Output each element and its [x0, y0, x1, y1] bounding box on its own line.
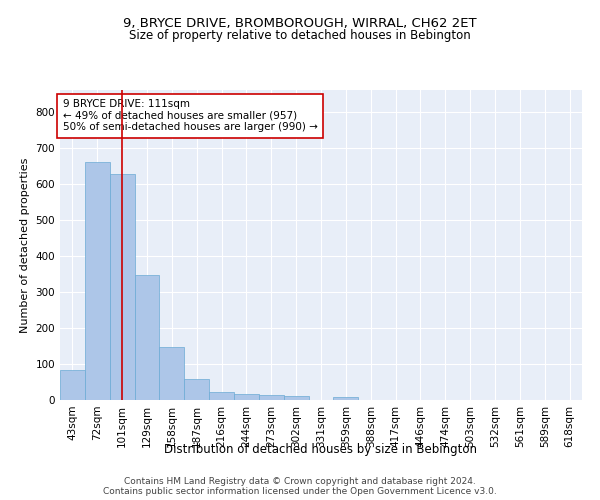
Bar — [234, 394, 259, 400]
Text: Contains HM Land Registry data © Crown copyright and database right 2024.: Contains HM Land Registry data © Crown c… — [124, 478, 476, 486]
Text: 9 BRYCE DRIVE: 111sqm
← 49% of detached houses are smaller (957)
50% of semi-det: 9 BRYCE DRIVE: 111sqm ← 49% of detached … — [62, 100, 317, 132]
Text: Size of property relative to detached houses in Bebington: Size of property relative to detached ho… — [129, 29, 471, 42]
Bar — [184, 380, 209, 400]
Text: Contains public sector information licensed under the Open Government Licence v3: Contains public sector information licen… — [103, 488, 497, 496]
Bar — [60, 370, 85, 400]
Bar — [284, 396, 308, 400]
Bar — [110, 174, 134, 400]
Bar — [259, 395, 284, 400]
Y-axis label: Number of detached properties: Number of detached properties — [20, 158, 30, 332]
Bar — [160, 347, 184, 400]
Bar — [334, 397, 358, 400]
Bar — [85, 162, 110, 400]
Bar — [134, 274, 160, 400]
Bar — [209, 392, 234, 400]
Text: 9, BRYCE DRIVE, BROMBOROUGH, WIRRAL, CH62 2ET: 9, BRYCE DRIVE, BROMBOROUGH, WIRRAL, CH6… — [123, 18, 477, 30]
Text: Distribution of detached houses by size in Bebington: Distribution of detached houses by size … — [164, 442, 478, 456]
